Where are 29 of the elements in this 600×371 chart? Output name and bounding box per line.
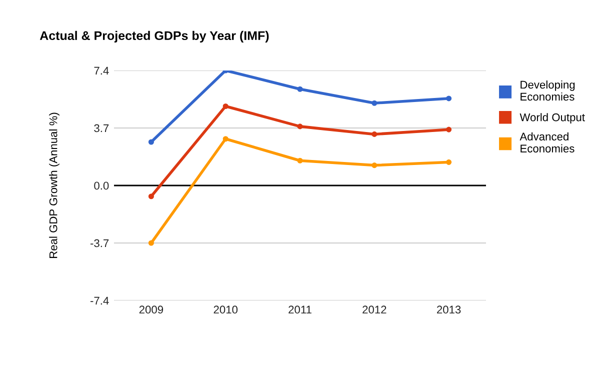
legend-label: Advanced Economies [520, 132, 574, 152]
point [372, 100, 378, 106]
y-tick-label: 7.4 [94, 66, 109, 75]
point [446, 96, 452, 102]
point [222, 103, 228, 110]
point [372, 131, 378, 137]
legend-label: World Output [520, 113, 585, 124]
x-tick-label: 2012 [362, 306, 386, 314]
x-tick-label: 2011 [288, 306, 312, 314]
point [297, 158, 303, 164]
y-tick-label: -7.4 [90, 296, 109, 305]
x-tick-label: 2013 [437, 306, 461, 314]
x-tick-label: 2009 [139, 306, 164, 314]
point [372, 162, 378, 168]
point [148, 139, 154, 145]
y-tick-label: 3.7 [94, 124, 109, 132]
point [148, 240, 154, 246]
point [222, 136, 228, 142]
y-axis-title: Real GDP Growth (Annual %) [49, 112, 60, 258]
point [446, 159, 452, 165]
point [297, 124, 303, 130]
point [297, 86, 303, 92]
chart-title: Actual & Projected GDPs by Year (IMF) [40, 30, 269, 43]
legend-label: Developing Economies [520, 80, 575, 101]
y-tick-label: 0.0 [94, 182, 109, 190]
point [148, 194, 154, 200]
point [446, 126, 452, 132]
y-tick-label: -3.7 [90, 239, 109, 248]
x-tick-label: 2010 [214, 306, 238, 314]
